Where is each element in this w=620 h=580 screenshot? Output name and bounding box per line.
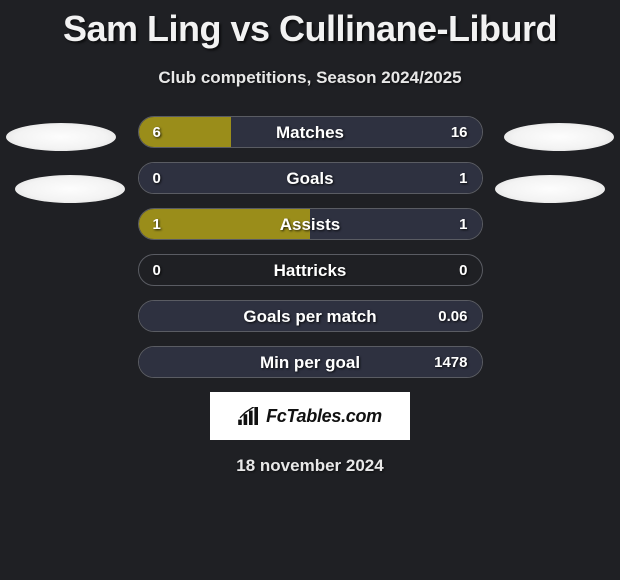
stats-chart: 616Matches 01Goals 11Assists 0 0Hattricks 0.0… (0, 116, 620, 378)
bar-left (139, 117, 232, 147)
bar-left (139, 209, 311, 239)
bar-right (139, 163, 482, 193)
footer-date: 18 november 2024 (0, 456, 620, 476)
stat-value-left: 0 (153, 255, 161, 286)
stat-row: 0 0Hattricks (138, 254, 483, 286)
bar-right (231, 117, 481, 147)
stat-row: 616Matches (138, 116, 483, 148)
stat-value-right: 0 (459, 255, 467, 286)
bar-right (139, 301, 482, 331)
stat-row: 0.06Goals per match (138, 300, 483, 332)
fctables-icon (238, 407, 260, 425)
logo-text: FcTables.com (266, 406, 382, 427)
logo-box: FcTables.com (210, 392, 410, 440)
stat-row: 11Assists (138, 208, 483, 240)
page-title: Sam Ling vs Cullinane-Liburd (0, 0, 620, 50)
bar-right (310, 209, 482, 239)
stat-row: 1478Min per goal (138, 346, 483, 378)
stat-row: 01Goals (138, 162, 483, 194)
stat-label: Hattricks (139, 255, 482, 286)
bar-right (139, 347, 482, 377)
subtitle: Club competitions, Season 2024/2025 (0, 68, 620, 88)
